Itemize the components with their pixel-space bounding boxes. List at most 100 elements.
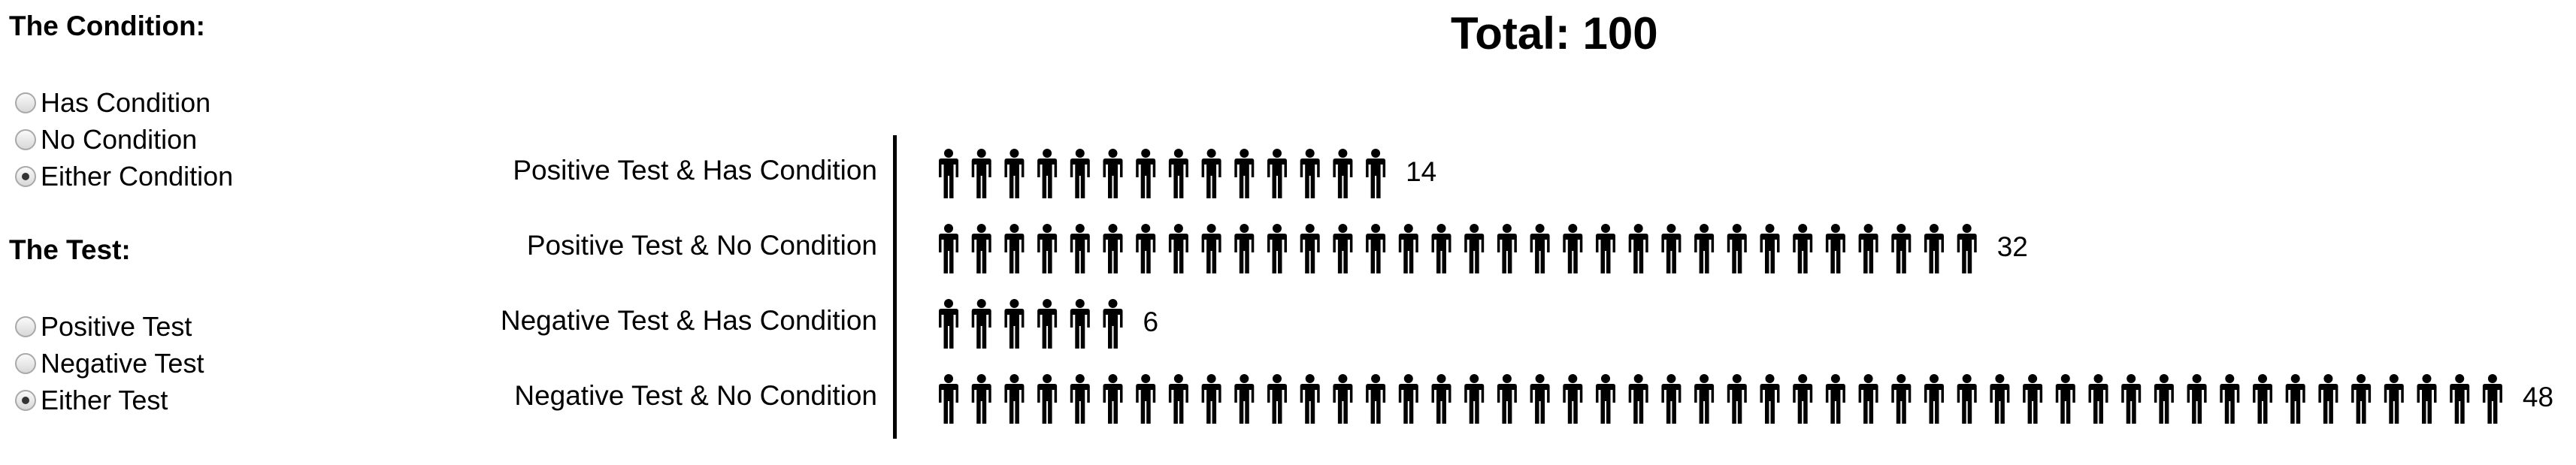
person-icon (1694, 374, 1715, 424)
person-icon (1366, 224, 1386, 273)
radio-button[interactable] (15, 92, 36, 113)
person-icon (1103, 149, 1123, 198)
person-icon (971, 299, 991, 349)
person-icon (1858, 374, 1878, 424)
person-icon (2088, 374, 2108, 424)
person-icon (1168, 374, 1188, 424)
count-label: 48 (2522, 382, 2554, 412)
person-icon (1037, 299, 1058, 349)
radio-button[interactable] (15, 352, 36, 374)
person-icon (1727, 224, 1747, 273)
person-icon (2318, 374, 2338, 424)
pictogram-row (939, 224, 1977, 273)
person-icon (1628, 374, 1648, 424)
person-icon (1398, 224, 1418, 273)
person-icon (1431, 374, 1451, 424)
chart-title: Total: 100 (1451, 8, 1658, 59)
person-icon (1661, 374, 1682, 424)
person-icon (1004, 299, 1025, 349)
person-icon (1234, 149, 1255, 198)
person-icon (939, 224, 958, 273)
radio-label: Positive Test (41, 310, 192, 342)
person-icon (1760, 224, 1780, 273)
person-icon (939, 149, 958, 198)
person-icon (1760, 374, 1780, 424)
radio-either-condition[interactable]: Either Condition (15, 158, 233, 195)
person-icon (1070, 299, 1090, 349)
person-icon (2384, 374, 2404, 424)
person-icon (2154, 374, 2174, 424)
person-icon (1530, 224, 1550, 273)
person-icon (1694, 224, 1715, 273)
person-icon (1563, 374, 1583, 424)
person-icon (2253, 374, 2272, 424)
person-icon (2351, 374, 2372, 424)
radio-label: No Condition (41, 123, 198, 155)
person-icon (1628, 224, 1648, 273)
person-icon (1366, 149, 1386, 198)
radio-no-condition[interactable]: No Condition (15, 121, 233, 158)
person-icon (1267, 224, 1287, 273)
person-icon (1661, 224, 1682, 273)
person-icon (1891, 374, 1912, 424)
person-icon (1924, 374, 1944, 424)
person-icon (1234, 374, 1255, 424)
pictogram-row (939, 299, 1123, 349)
radio-button[interactable] (15, 128, 36, 150)
person-icon (1136, 224, 1156, 273)
person-icon (1004, 149, 1025, 198)
person-icon (1136, 374, 1156, 424)
person-icon (939, 374, 958, 424)
person-icon (1990, 374, 2010, 424)
person-icon (1070, 149, 1090, 198)
person-icon (2285, 374, 2305, 424)
person-icon (1333, 224, 1353, 273)
person-icon (1300, 224, 1320, 273)
person-icon (1103, 224, 1123, 273)
person-icon (1793, 374, 1813, 424)
axis-line (893, 135, 897, 439)
test-section-title: The Test: (9, 234, 131, 265)
person-icon (1596, 224, 1615, 273)
radio-negative-test[interactable]: Negative Test (15, 345, 204, 382)
person-icon (1300, 374, 1320, 424)
radio-label: Has Condition (41, 86, 211, 118)
row-label-positive-has: Positive Test & Has Condition (513, 155, 877, 186)
person-icon (1037, 374, 1058, 424)
person-icon (1727, 374, 1747, 424)
person-icon (1825, 374, 1845, 424)
count-label: 14 (1406, 156, 1437, 187)
person-icon (1070, 374, 1090, 424)
person-icon (2055, 374, 2075, 424)
radio-button[interactable] (15, 165, 36, 187)
person-icon (2450, 374, 2470, 424)
person-icon (1398, 374, 1418, 424)
person-icon (939, 299, 958, 349)
person-icon (1563, 224, 1583, 273)
radio-either-test[interactable]: Either Test (15, 382, 204, 418)
person-icon (1596, 374, 1615, 424)
person-icon (1267, 374, 1287, 424)
person-icon (1497, 374, 1517, 424)
person-icon (2121, 374, 2142, 424)
radio-button[interactable] (15, 389, 36, 411)
radio-has-condition[interactable]: Has Condition (15, 84, 233, 121)
radio-positive-test[interactable]: Positive Test (15, 308, 204, 345)
person-icon (1366, 374, 1386, 424)
person-icon (1333, 374, 1353, 424)
person-icon (1300, 149, 1320, 198)
person-icon (1431, 224, 1451, 273)
person-icon (1825, 224, 1845, 273)
person-icon (1957, 224, 1977, 273)
row-label-positive-no: Positive Test & No Condition (526, 230, 877, 261)
person-icon (971, 149, 991, 198)
person-icon (1464, 224, 1485, 273)
radio-button[interactable] (15, 316, 36, 337)
pictogram-row (939, 149, 1386, 198)
person-icon (1333, 149, 1353, 198)
person-icon (1037, 149, 1058, 198)
person-icon (1497, 224, 1517, 273)
person-icon (2417, 374, 2437, 424)
person-icon (1168, 149, 1188, 198)
